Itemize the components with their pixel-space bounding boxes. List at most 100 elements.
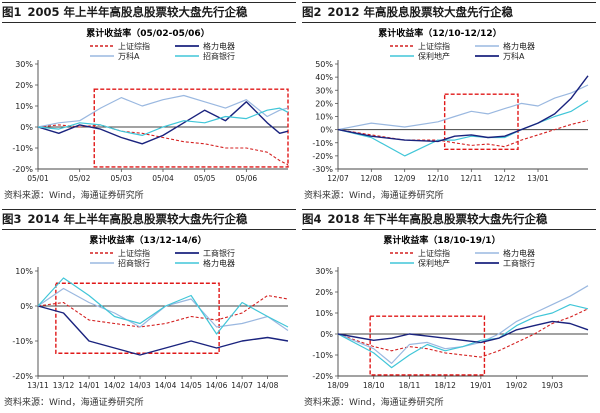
legend-label: 格力电器 xyxy=(503,248,535,258)
figure-label: 图4 xyxy=(302,212,322,226)
chart-title: 累计收益率（13/12-14/6） xyxy=(89,234,206,246)
series-line xyxy=(37,294,289,328)
panel-title: 图1 2005 年上半年高股息股票较大盘先行企稳 xyxy=(2,2,296,23)
series-line xyxy=(337,100,589,157)
chart-panel-4: 图4 2018 年下半年高股息股票较大盘先行企稳 累计收益率（18/10-19/1… xyxy=(300,207,600,413)
x-tick-label: 13/12 xyxy=(53,381,75,390)
highlight-box xyxy=(369,315,486,376)
panel-title: 图3 2014 年上半年高股息股票较大盘先行企稳 xyxy=(2,209,296,230)
chart-title: 累计收益率（18/10-19/1） xyxy=(383,234,500,246)
x-tick-label: 14/03 xyxy=(129,381,151,390)
figure-label: 图3 xyxy=(2,212,22,226)
line-chart: 累计收益率（05/02-05/06） 30%20%10%0%-10%-20%05… xyxy=(12,27,289,183)
x-tick-label: 05/05 xyxy=(194,174,216,183)
x-tick-label: 19/01 xyxy=(470,381,492,390)
y-tick-label: -10% xyxy=(312,139,333,148)
figure-title: 2014 年上半年高股息股票较大盘先行企稳 xyxy=(27,212,248,226)
y-tick-label: -20% xyxy=(312,152,333,161)
x-tick-label: 18/09 xyxy=(327,381,349,390)
legend-label: 万科A xyxy=(118,51,140,61)
x-tick-label: 14/06 xyxy=(206,381,228,390)
figure-label: 图2 xyxy=(302,5,322,19)
y-tick-label: -10% xyxy=(312,351,333,360)
x-tick-label: 13/11 xyxy=(27,381,49,390)
legend-label: 工商银行 xyxy=(203,248,235,258)
line-chart: 累计收益率（12/10-12/12） 50% 40% 30% 20% 10% 0% -10%… xyxy=(312,27,589,183)
source-note: 资料来源：Wind，海通证券研究所 xyxy=(304,398,444,408)
figure-title: 2018 年下半年高股息股票较大盘先行企稳 xyxy=(327,212,548,226)
chart-title: 累计收益率（05/02-05/06） xyxy=(86,27,209,39)
series-line xyxy=(37,94,289,128)
x-tick-label: 05/06 xyxy=(236,174,258,183)
series-line xyxy=(37,124,289,166)
y-tick-label: 0% xyxy=(320,126,333,135)
series-line xyxy=(337,119,589,148)
y-tick-label: 20% xyxy=(15,81,33,90)
y-tick-label: -20% xyxy=(312,372,333,381)
legend-label: 上证综指 xyxy=(118,248,150,258)
source-note: 资料来源：Wind，海通证券研究所 xyxy=(4,398,144,408)
legend-label: 上证综指 xyxy=(418,41,450,51)
legend-label: 格力电器 xyxy=(503,41,535,51)
y-tick-label: 0% xyxy=(320,330,333,339)
legend-label: 上证综指 xyxy=(418,248,450,258)
x-tick-label: 18/11 xyxy=(399,381,421,390)
y-tick-label: 40% xyxy=(315,73,333,82)
legend-label: 万科A xyxy=(503,51,525,61)
series-line xyxy=(37,277,289,335)
line-chart: 累计收益率（18/10-19/1） 30%20%10%0%-10%-20%18/… xyxy=(312,234,589,390)
y-tick-label: 0% xyxy=(20,123,33,132)
y-tick-label: 30% xyxy=(315,267,333,276)
series-line xyxy=(337,285,589,364)
x-tick-label: 14/02 xyxy=(104,381,126,390)
panel-title: 图4 2018 年下半年高股息股票较大盘先行企稳 xyxy=(302,209,596,230)
series-line xyxy=(337,320,589,344)
x-tick-label: 14/07 xyxy=(231,381,253,390)
y-tick-label: 50% xyxy=(315,60,333,69)
x-tick-label: 18/12 xyxy=(434,381,456,390)
legend-label: 格力电器 xyxy=(203,258,235,268)
series-line xyxy=(37,101,289,145)
x-tick-label: 19/03 xyxy=(541,381,563,390)
x-tick-label: 12/07 xyxy=(327,174,349,183)
y-tick-label: -20% xyxy=(12,165,33,174)
y-tick-label: 30% xyxy=(15,60,33,69)
y-tick-label: 20% xyxy=(315,288,333,297)
x-tick-label: 19/02 xyxy=(506,381,528,390)
y-tick-label: 10% xyxy=(315,113,333,122)
legend-label: 招商银行 xyxy=(203,51,235,61)
series-line xyxy=(337,75,589,143)
x-tick-label: 12/09 xyxy=(394,174,416,183)
legend-label: 格力电器 xyxy=(203,41,235,51)
x-tick-label: 14/05 xyxy=(180,381,202,390)
figure-label: 图1 xyxy=(2,5,22,19)
series-line xyxy=(37,107,289,136)
x-tick-label: 14/01 xyxy=(78,381,100,390)
highlight-box xyxy=(93,88,289,168)
chart-title: 累计收益率（12/10-12/12） xyxy=(378,27,501,39)
chart-panel-3: 图3 2014 年上半年高股息股票较大盘先行企稳 累计收益率（13/12-14/6… xyxy=(0,207,300,413)
x-tick-label: 12/10 xyxy=(427,174,449,183)
highlight-box xyxy=(443,93,519,151)
y-tick-label: 10% xyxy=(15,267,33,276)
legend-label: 上证综指 xyxy=(118,41,150,51)
series-line xyxy=(37,305,289,356)
line-chart: 累计收益率（13/12-14/6） 10% 0% -10% -20%13/11 13/1… xyxy=(12,234,289,390)
x-tick-label: 05/01 xyxy=(27,174,49,183)
y-tick-label: -10% xyxy=(12,144,33,153)
source-note: 资料来源：Wind，海通证券研究所 xyxy=(4,191,144,201)
chart-panel-1: 图1 2005 年上半年高股息股票较大盘先行企稳 累计收益率（05/02-05/0… xyxy=(0,0,300,206)
y-tick-label: 10% xyxy=(315,309,333,318)
x-tick-label: 05/02 xyxy=(69,174,91,183)
figure-title: 2012 年高股息股票较大盘先行企稳 xyxy=(327,5,514,19)
source-note: 资料来源：Wind，海通证券研究所 xyxy=(304,191,444,201)
y-tick-label: 0% xyxy=(20,302,33,311)
series-line xyxy=(337,84,589,131)
x-tick-label: 05/03 xyxy=(111,174,133,183)
y-tick-label: -20% xyxy=(12,372,33,381)
x-tick-label: 18/10 xyxy=(363,381,385,390)
panel-title: 图2 2012 年高股息股票较大盘先行企稳 xyxy=(302,2,596,23)
series-line xyxy=(337,308,589,358)
x-tick-label: 05/04 xyxy=(152,174,174,183)
